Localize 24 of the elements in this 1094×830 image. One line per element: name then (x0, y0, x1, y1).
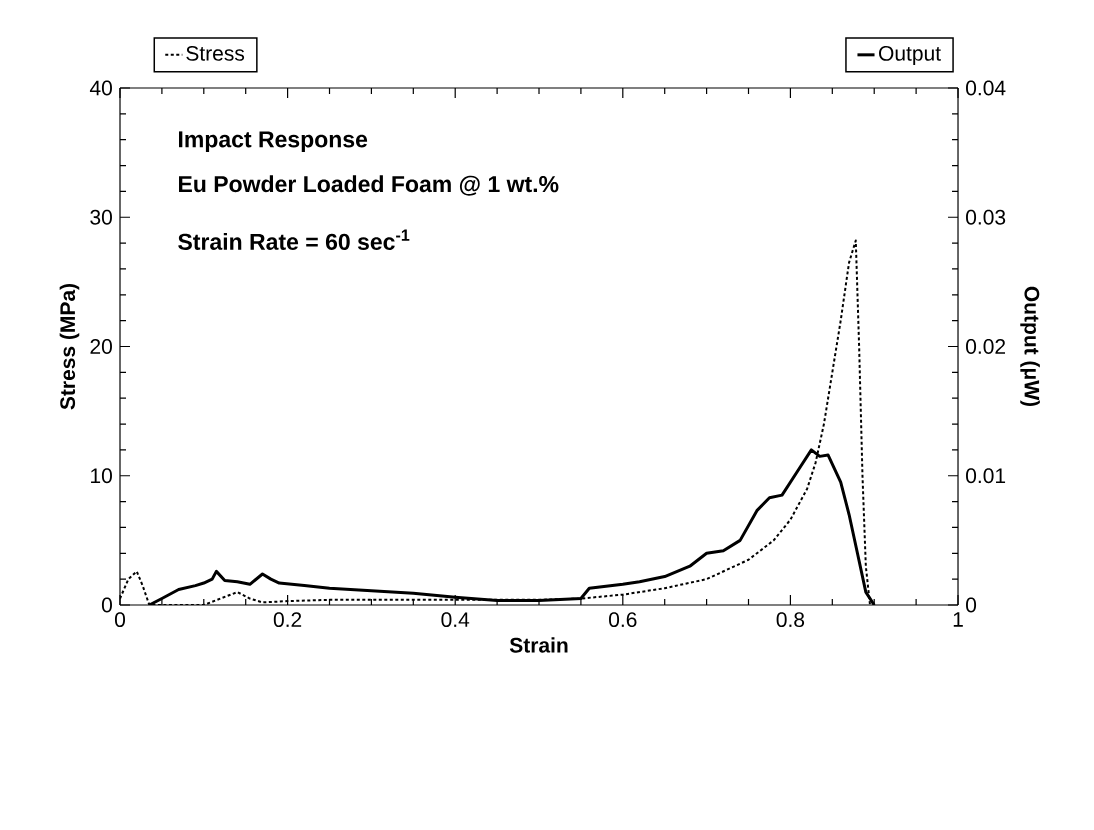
y2-tick-label: 0.04 (966, 80, 1006, 96)
y2-tick-label: 0.02 (966, 339, 1006, 354)
annotation: Strain Rate = 60 sec$^{-1}$ (178, 229, 410, 250)
legend-label: Output (879, 45, 941, 65)
y-axis-title: Stress (MPa) (59, 283, 80, 410)
x-tick-label: 0.4 (441, 612, 470, 628)
y-tick-label: 40 (89, 80, 112, 96)
y-tick-label: 20 (90, 339, 112, 354)
x-tick-label: 0 (114, 612, 126, 628)
x-axis-title: Strain (509, 637, 568, 653)
y-tick-label: 30 (90, 209, 112, 225)
legend-label: Stress (186, 45, 245, 61)
y-tick-label: 0 (101, 597, 112, 613)
x-tick-label: 0.2 (273, 612, 302, 628)
y-tick-label: 10 (91, 468, 112, 484)
y2-tick-label: 0.01 (966, 468, 1006, 484)
y2-tick-label: 0.03 (966, 209, 1006, 225)
y2-axis-title: Output (μW) (1020, 286, 1040, 407)
y2-tick-label: 0 (966, 597, 977, 613)
x-tick-label: 1 (953, 612, 963, 627)
annotation: Impact Response (179, 131, 368, 152)
annotation: Eu Powder Loaded Foam @ 1 wt.% (179, 175, 559, 196)
x-tick-label: 0.6 (609, 612, 637, 628)
x-tick-label: 0.8 (776, 612, 805, 628)
